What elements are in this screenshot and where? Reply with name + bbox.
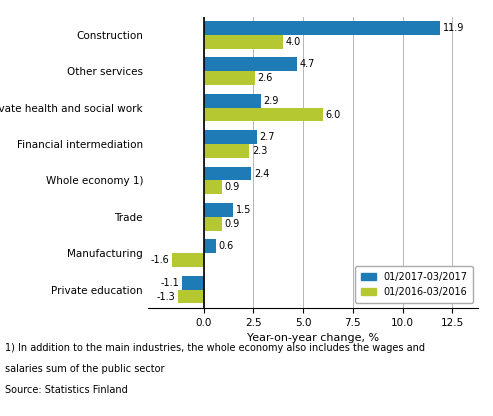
Text: salaries sum of the public sector: salaries sum of the public sector (5, 364, 165, 374)
Text: 2.6: 2.6 (258, 73, 273, 83)
Bar (204, 130, 257, 144)
Bar (204, 71, 255, 85)
Text: 0.6: 0.6 (218, 241, 233, 251)
Text: Source: Statistics Finland: Source: Statistics Finland (5, 385, 128, 395)
Bar (204, 35, 283, 49)
Text: 2.3: 2.3 (252, 146, 267, 156)
Bar (182, 276, 204, 290)
X-axis label: Year-on-year change, %: Year-on-year change, % (247, 333, 379, 343)
Bar (204, 108, 323, 121)
Text: -1.6: -1.6 (151, 255, 170, 265)
Bar (204, 144, 249, 158)
Bar (204, 217, 221, 230)
Bar (204, 239, 215, 253)
Bar (204, 57, 297, 71)
Text: 4.7: 4.7 (300, 59, 315, 69)
Text: 0.9: 0.9 (224, 182, 239, 192)
Bar (204, 94, 261, 108)
Bar (204, 166, 251, 181)
Text: 1.5: 1.5 (236, 205, 251, 215)
Bar (204, 21, 440, 35)
Bar (204, 203, 234, 217)
Text: 2.7: 2.7 (260, 132, 275, 142)
Text: 2.4: 2.4 (254, 168, 269, 178)
Bar (172, 253, 204, 267)
Bar (178, 290, 204, 303)
Bar (204, 181, 221, 194)
Text: 2.9: 2.9 (264, 96, 279, 106)
Text: 4.0: 4.0 (285, 37, 301, 47)
Text: 6.0: 6.0 (325, 109, 341, 119)
Legend: 01/2017-03/2017, 01/2016-03/2016: 01/2017-03/2017, 01/2016-03/2016 (355, 267, 473, 303)
Text: 11.9: 11.9 (443, 23, 464, 33)
Text: 0.9: 0.9 (224, 219, 239, 229)
Text: -1.3: -1.3 (157, 292, 176, 302)
Text: 1) In addition to the main industries, the whole economy also includes the wages: 1) In addition to the main industries, t… (5, 343, 425, 353)
Text: -1.1: -1.1 (161, 278, 179, 288)
